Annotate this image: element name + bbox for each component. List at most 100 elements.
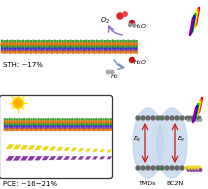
Circle shape [130,57,135,63]
Circle shape [101,49,104,52]
Circle shape [6,120,9,123]
Circle shape [77,42,80,45]
Circle shape [69,50,72,53]
Circle shape [73,129,76,131]
Circle shape [19,46,22,49]
Circle shape [77,40,80,43]
Circle shape [135,47,138,50]
Circle shape [53,50,56,53]
Circle shape [24,40,27,43]
Circle shape [14,51,17,54]
Circle shape [127,40,130,42]
Circle shape [9,47,11,50]
Circle shape [23,128,26,131]
Circle shape [47,128,50,131]
Circle shape [108,44,112,47]
Circle shape [37,120,40,123]
Circle shape [95,49,98,52]
Circle shape [44,122,47,125]
Circle shape [101,50,104,53]
Circle shape [100,127,102,129]
Circle shape [78,129,81,131]
Circle shape [37,127,40,129]
Circle shape [20,122,24,125]
Circle shape [102,129,105,131]
Circle shape [64,50,67,53]
Circle shape [114,40,117,43]
Circle shape [105,127,107,129]
Circle shape [95,50,98,53]
Circle shape [103,49,106,52]
Circle shape [130,42,133,45]
Circle shape [3,49,6,52]
Circle shape [66,121,69,125]
Circle shape [83,127,86,130]
Circle shape [72,40,74,43]
Circle shape [18,123,21,126]
Circle shape [57,118,59,120]
Circle shape [109,40,111,43]
Circle shape [13,118,16,120]
Circle shape [6,47,9,50]
Circle shape [114,49,117,52]
Circle shape [83,123,86,126]
Circle shape [24,44,27,47]
Circle shape [109,120,112,123]
Circle shape [98,49,101,52]
Circle shape [11,127,14,130]
Circle shape [43,45,46,48]
Circle shape [109,49,111,52]
Circle shape [24,47,27,50]
Circle shape [58,47,61,50]
Circle shape [100,120,103,123]
Circle shape [127,43,130,47]
Circle shape [45,123,47,126]
Circle shape [47,120,50,123]
Polygon shape [13,145,21,149]
Circle shape [42,123,45,126]
Circle shape [11,42,14,45]
Circle shape [151,166,155,170]
Circle shape [32,40,35,42]
Circle shape [114,44,117,47]
Circle shape [116,45,119,48]
Polygon shape [49,147,56,150]
Circle shape [28,123,30,126]
Circle shape [122,50,125,53]
Circle shape [51,42,54,45]
Circle shape [84,43,88,47]
Circle shape [3,46,6,49]
Circle shape [106,47,109,50]
Circle shape [165,166,169,170]
Circle shape [37,49,40,52]
Circle shape [77,49,80,52]
Circle shape [16,42,19,45]
Circle shape [160,116,164,120]
Circle shape [59,129,62,131]
Circle shape [1,47,4,50]
Circle shape [122,42,125,45]
Circle shape [52,120,54,123]
Circle shape [19,47,22,50]
Circle shape [76,125,78,128]
Circle shape [124,40,127,43]
Circle shape [64,127,66,130]
Circle shape [58,43,62,47]
Circle shape [88,49,90,52]
Circle shape [132,40,135,42]
Circle shape [37,50,40,53]
Circle shape [30,129,33,131]
Text: PCE: ~16−21%: PCE: ~16−21% [3,181,57,187]
Circle shape [90,45,93,48]
Circle shape [61,40,64,43]
Circle shape [66,47,69,50]
Circle shape [6,129,9,131]
Circle shape [130,20,135,26]
Circle shape [25,123,28,126]
Circle shape [85,42,88,45]
Circle shape [107,120,110,123]
Circle shape [90,43,93,47]
Circle shape [111,47,114,50]
Circle shape [73,123,76,126]
Circle shape [35,118,37,121]
